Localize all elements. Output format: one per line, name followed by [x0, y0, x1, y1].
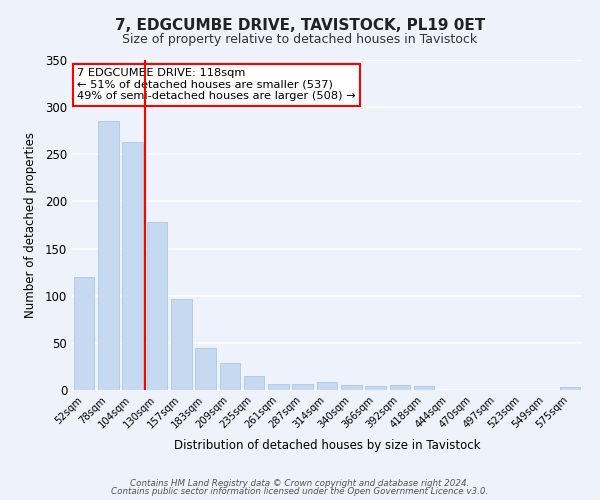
Bar [171, 300, 191, 390]
X-axis label: Distribution of detached houses by size in Tavistock: Distribution of detached houses by size … [174, 439, 480, 452]
Bar [195, 348, 216, 390]
Bar [146, 222, 167, 390]
Text: Size of property relative to detached houses in Tavistock: Size of property relative to detached ho… [122, 32, 478, 46]
Y-axis label: Number of detached properties: Number of detached properties [23, 132, 37, 318]
Bar [292, 384, 313, 390]
Bar [365, 386, 386, 390]
Text: 7, EDGCUMBE DRIVE, TAVISTOCK, PL19 0ET: 7, EDGCUMBE DRIVE, TAVISTOCK, PL19 0ET [115, 18, 485, 32]
Text: Contains HM Land Registry data © Crown copyright and database right 2024.: Contains HM Land Registry data © Crown c… [130, 478, 470, 488]
Bar [317, 382, 337, 390]
Bar [389, 386, 410, 390]
Bar [122, 142, 143, 390]
Bar [98, 122, 119, 390]
Bar [268, 384, 289, 390]
Bar [341, 386, 362, 390]
Bar [414, 386, 434, 390]
Bar [560, 387, 580, 390]
Bar [244, 376, 265, 390]
Bar [220, 362, 240, 390]
Text: 7 EDGCUMBE DRIVE: 118sqm
← 51% of detached houses are smaller (537)
49% of semi-: 7 EDGCUMBE DRIVE: 118sqm ← 51% of detach… [77, 68, 356, 102]
Bar [74, 277, 94, 390]
Text: Contains public sector information licensed under the Open Government Licence v3: Contains public sector information licen… [112, 487, 488, 496]
